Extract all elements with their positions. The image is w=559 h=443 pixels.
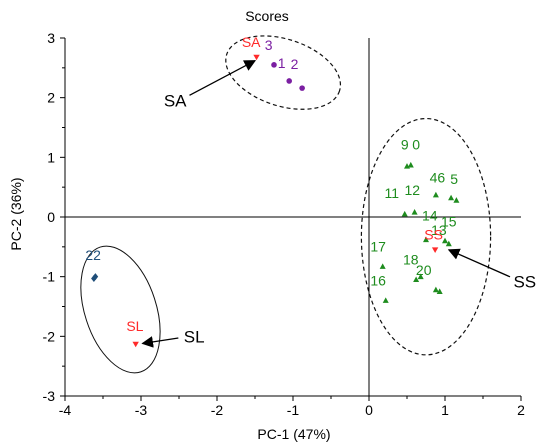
x-tick-label: -3 <box>135 402 148 418</box>
point-label-18: 18 <box>403 252 419 268</box>
x-tick-label: 0 <box>365 402 373 418</box>
point-label-9: 9 <box>401 137 409 153</box>
ellipse-SS <box>360 117 492 356</box>
x-tick-label: -1 <box>287 402 300 418</box>
point-13 <box>445 240 452 247</box>
x-tick-label: -4 <box>59 402 72 418</box>
point-10 <box>407 161 414 168</box>
chart-title: Scores <box>245 8 289 24</box>
annotation-SS: SS <box>513 272 536 291</box>
point-21 <box>436 288 443 294</box>
point-11 <box>401 210 408 217</box>
centroid-SA <box>253 54 260 61</box>
point-23 <box>92 273 99 281</box>
point-14 <box>423 236 429 243</box>
point-label-1: 1 <box>278 55 286 71</box>
ellipse-SA <box>225 35 342 110</box>
y-tick-label: 3 <box>47 30 55 46</box>
ellipse-SL <box>80 245 161 374</box>
point-label-13: 13 <box>431 222 447 238</box>
point-label-2: 2 <box>291 56 299 72</box>
y-tick-label: 2 <box>47 90 55 106</box>
y-axis-label: PC-2 (36%) <box>8 177 24 250</box>
y-tick-label: -2 <box>43 328 56 344</box>
point-1 <box>286 78 293 84</box>
centroid-SL <box>132 341 139 348</box>
x-tick-label: 1 <box>441 402 449 418</box>
y-tick-label: 0 <box>47 209 55 225</box>
point-3 <box>271 62 277 68</box>
annotations: SA SS SL <box>141 60 536 348</box>
point-17 <box>379 263 386 269</box>
annotation-SA: SA <box>164 92 187 111</box>
group-ellipses <box>80 35 492 374</box>
point-5 <box>448 194 455 201</box>
x-axis-label: PC-1 (47%) <box>257 426 330 442</box>
centroid-SS <box>431 247 439 254</box>
x-tick-label: 2 <box>517 402 525 418</box>
point-12 <box>411 209 418 215</box>
annotation-SL: SL <box>184 327 205 346</box>
point-label-15: 15 <box>441 214 457 230</box>
point-16 <box>382 297 389 303</box>
point-2 <box>299 85 305 91</box>
centroid-label-SA: SA <box>242 34 261 50</box>
point-label-3: 3 <box>265 37 273 53</box>
point-label-17: 17 <box>370 239 386 255</box>
data-points <box>91 54 460 348</box>
point-label-0: 0 <box>412 137 420 153</box>
point-label-46: 46 <box>430 169 446 185</box>
point-label-12: 12 <box>405 182 421 198</box>
y-tick-label: -3 <box>43 388 56 404</box>
point-18 <box>413 276 420 283</box>
point-4 <box>432 191 439 198</box>
centroid-label-SL: SL <box>126 318 143 334</box>
point-19 <box>417 273 424 280</box>
point-15 <box>442 237 448 244</box>
point-label-5: 5 <box>450 171 458 187</box>
point-label-11: 11 <box>385 185 400 201</box>
point-label-20: 20 <box>416 262 432 278</box>
y-tick-label: -1 <box>43 269 56 285</box>
annotation-arrow-SS <box>447 248 511 278</box>
point-20 <box>432 286 439 293</box>
point-label-16: 16 <box>370 273 386 289</box>
point-label-14: 14 <box>422 208 438 224</box>
annotation-arrow-SL <box>141 336 179 348</box>
x-tick-label: -2 <box>211 402 224 418</box>
point-label-22: 22 <box>85 247 101 263</box>
centroid-label-SS: SS <box>424 227 443 243</box>
y-tick-label: 1 <box>47 149 55 165</box>
point-6 <box>453 197 460 203</box>
annotation-arrow-SA <box>189 60 257 96</box>
